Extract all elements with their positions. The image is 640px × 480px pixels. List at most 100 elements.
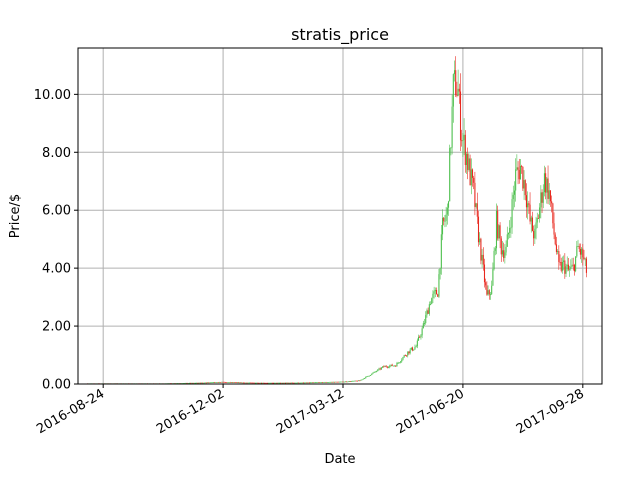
candle-body — [471, 169, 474, 178]
candle-body — [392, 365, 394, 367]
candle-body — [464, 134, 466, 166]
candle-body — [203, 382, 205, 384]
candle-body — [546, 178, 548, 193]
candle-body — [226, 382, 228, 383]
candle-body — [358, 380, 360, 382]
candle-body — [468, 158, 470, 170]
candle-body — [365, 376, 367, 379]
candle-body — [560, 261, 562, 271]
candle-body — [534, 228, 536, 239]
candle-body — [230, 382, 233, 383]
candle-body — [263, 382, 265, 384]
candle-body — [443, 217, 445, 222]
candle-body — [277, 382, 279, 384]
candle-body — [571, 264, 573, 267]
candle-body — [262, 382, 264, 384]
candle-body — [341, 381, 343, 383]
candle-body — [506, 234, 508, 247]
candle-body — [350, 381, 352, 382]
candle-body — [445, 214, 447, 221]
candle-body — [513, 190, 516, 195]
candle-body — [338, 381, 340, 383]
candle-body — [356, 380, 358, 382]
candle-body — [480, 238, 482, 261]
candle-body — [376, 371, 378, 372]
candle-body — [423, 323, 426, 324]
candle-body — [377, 369, 379, 372]
candle-body — [469, 158, 471, 186]
candle-body — [473, 177, 475, 183]
candle-body — [495, 210, 498, 249]
candle-body — [242, 382, 245, 384]
candle-body — [260, 382, 262, 384]
candle-body — [196, 382, 198, 384]
candle-body — [431, 298, 433, 305]
candle-body — [491, 285, 493, 295]
candle-body — [216, 382, 218, 383]
candle-body — [256, 382, 258, 384]
candle-body — [499, 225, 501, 239]
candle-body — [505, 246, 507, 253]
candle-body — [335, 381, 337, 383]
candle-body — [553, 223, 555, 235]
candle-body — [402, 357, 404, 360]
candle-body — [535, 222, 537, 229]
candle-body — [366, 376, 368, 377]
candle-body — [512, 194, 514, 200]
candle-body — [397, 362, 399, 364]
candle-body — [421, 328, 423, 336]
candle-body — [410, 347, 412, 350]
candle-body — [422, 323, 424, 329]
candle-body — [451, 106, 453, 148]
candle-body — [192, 382, 194, 384]
candle-body — [280, 382, 282, 384]
candle-body — [322, 382, 324, 383]
candle-body — [567, 264, 569, 270]
candle-body — [190, 382, 192, 384]
candle-body — [418, 336, 420, 341]
candle-body — [244, 382, 246, 384]
candle-body — [218, 382, 221, 383]
candle-body — [186, 382, 188, 384]
candle-body — [437, 294, 439, 297]
candle-body — [439, 268, 441, 275]
candle-body — [509, 227, 511, 233]
candle-body — [200, 382, 203, 384]
candle-body — [426, 310, 428, 316]
candle-body — [456, 95, 458, 96]
candle-body — [578, 246, 580, 249]
candle-body — [569, 268, 571, 270]
candle-body — [318, 382, 320, 384]
candle-body — [530, 217, 532, 222]
candle-body — [384, 366, 386, 367]
candle-body — [182, 383, 185, 384]
candle-body — [543, 173, 545, 193]
candle-body — [438, 274, 440, 297]
candle-body — [224, 381, 227, 383]
candle-body — [360, 379, 362, 381]
candle-body — [325, 382, 327, 383]
candle-body — [248, 382, 251, 384]
candle-body — [485, 282, 487, 286]
candle-body — [572, 264, 574, 266]
candle-body — [319, 382, 321, 383]
candle-body — [400, 361, 402, 363]
candle-body — [347, 381, 349, 383]
candle-body — [342, 381, 344, 383]
plot-frame — [77, 47, 603, 385]
candle-body — [395, 365, 397, 367]
candle-body — [278, 382, 280, 384]
candle-body — [428, 304, 430, 314]
grid-lines — [78, 48, 602, 385]
candle-body — [435, 290, 438, 295]
candle-body — [461, 140, 463, 142]
candle-body — [221, 381, 223, 383]
candle-body — [555, 244, 557, 252]
candle-body — [407, 351, 409, 356]
candle-body — [434, 290, 436, 292]
candle-body — [307, 382, 309, 384]
candle-body — [191, 382, 193, 384]
candle-body — [539, 207, 541, 219]
candle-body — [531, 217, 533, 231]
candle-body — [294, 382, 296, 384]
